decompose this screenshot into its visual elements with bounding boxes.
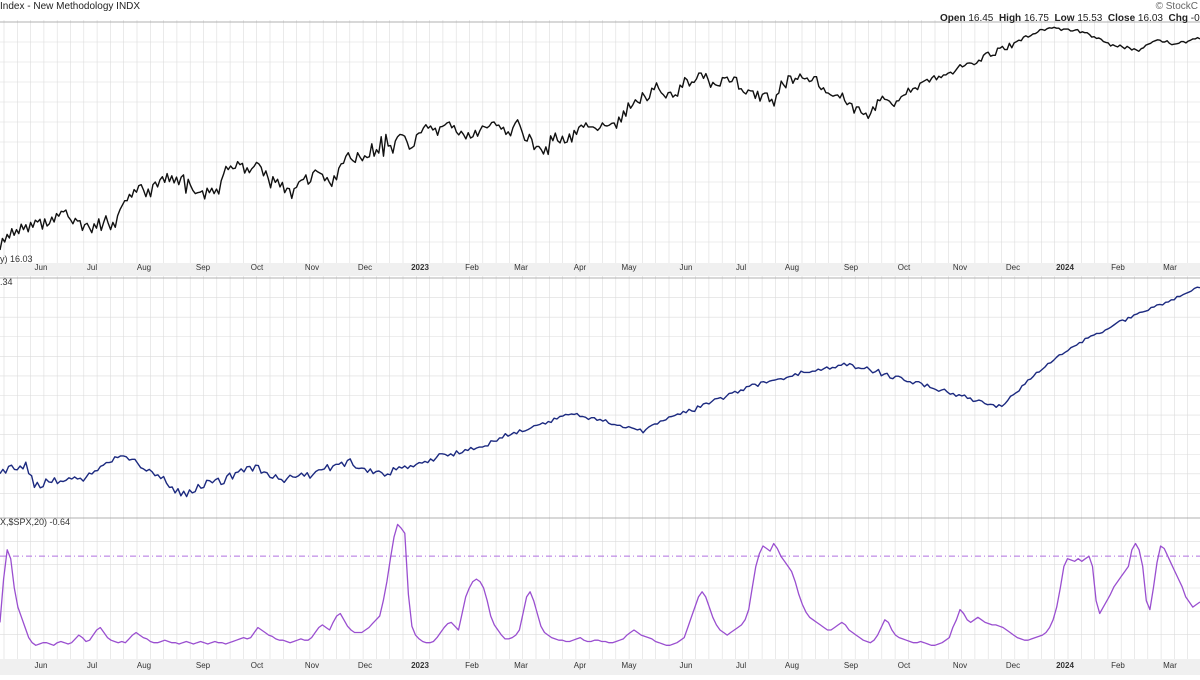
x-tick-label: Aug bbox=[137, 263, 151, 272]
x-tick-label: Feb bbox=[465, 263, 479, 272]
high-label: High bbox=[998, 13, 1022, 24]
x-tick-label: Jul bbox=[87, 263, 97, 272]
open-value: 16.45 bbox=[968, 13, 994, 24]
axis-band-layer bbox=[0, 263, 1200, 675]
x-tick-label: Oct bbox=[251, 263, 264, 272]
middle-panel-label: .34 bbox=[0, 277, 13, 287]
chart-title: Index - New Methodology INDX bbox=[0, 1, 141, 12]
chg-label: Chg bbox=[1168, 13, 1188, 24]
x-tick-label: Oct bbox=[898, 263, 911, 272]
x-tick-label: Dec bbox=[358, 263, 372, 272]
x-tick-label: Jun bbox=[35, 661, 48, 670]
grid-layer bbox=[0, 20, 1200, 660]
x-tick-label: Feb bbox=[465, 661, 479, 670]
high-value: 16.75 bbox=[1023, 13, 1049, 24]
x-tick-label: Dec bbox=[1006, 661, 1020, 670]
x-tick-label: Mar bbox=[1163, 263, 1177, 272]
ohlc-readout: Open 16.45 High 16.75 Low 15.53 Close 16… bbox=[940, 13, 1200, 24]
x-tick-label: Apr bbox=[574, 661, 587, 670]
x-tick-label: 2023 bbox=[411, 661, 429, 670]
close-label: Close bbox=[1107, 13, 1136, 24]
low-value: 15.53 bbox=[1077, 13, 1103, 24]
x-tick-label: Feb bbox=[1111, 263, 1125, 272]
x-tick-label: Oct bbox=[898, 661, 911, 670]
chg-value: -0.32 ( bbox=[1190, 13, 1200, 24]
x-tick-label: Mar bbox=[514, 263, 528, 272]
bottom-series-line bbox=[0, 523, 1200, 646]
price-series-line bbox=[0, 26, 1200, 251]
x-tick-label: Apr bbox=[574, 263, 587, 272]
watermark: © StockC bbox=[1155, 1, 1198, 12]
x-tick-label: Sep bbox=[844, 661, 859, 670]
close-value: 16.03 bbox=[1137, 13, 1163, 24]
series-layer bbox=[0, 26, 1200, 646]
x-tick-label: Nov bbox=[305, 263, 319, 272]
price-panel-label: y) 16.03 bbox=[0, 254, 33, 264]
x-tick-label: Sep bbox=[196, 661, 211, 670]
x-tick-label: Jul bbox=[736, 661, 746, 670]
x-tick-label: Aug bbox=[785, 661, 799, 670]
x-tick-label: Sep bbox=[196, 263, 211, 272]
x-tick-label: Mar bbox=[514, 661, 528, 670]
tick-label-layer: Jun Jul Aug Sep Oct Nov Dec 2023 Feb Mar Apr May Jun… bbox=[35, 263, 1178, 670]
x-tick-label: May bbox=[621, 263, 636, 272]
x-tick-label: Dec bbox=[1006, 263, 1020, 272]
axis-band-bottom bbox=[0, 659, 1200, 675]
open-label: Open bbox=[940, 13, 966, 24]
x-tick-label: Dec bbox=[358, 661, 372, 670]
x-tick-label: Nov bbox=[953, 263, 967, 272]
x-tick-label: Jun bbox=[680, 263, 693, 272]
x-tick-label: 2024 bbox=[1056, 661, 1074, 670]
x-tick-label: Nov bbox=[953, 661, 967, 670]
low-label: Low bbox=[1054, 13, 1075, 24]
x-tick-label: Nov bbox=[305, 661, 319, 670]
middle-series-line bbox=[0, 286, 1200, 498]
x-tick-label: 2023 bbox=[411, 263, 429, 272]
x-tick-label: Jun bbox=[680, 661, 693, 670]
x-tick-label: Sep bbox=[844, 263, 859, 272]
x-tick-label: Jul bbox=[736, 263, 746, 272]
x-tick-label: Jun bbox=[35, 263, 48, 272]
x-tick-label: Jul bbox=[87, 661, 97, 670]
x-tick-label: May bbox=[621, 661, 636, 670]
x-tick-label: Feb bbox=[1111, 661, 1125, 670]
x-tick-label: 2024 bbox=[1056, 263, 1074, 272]
x-tick-label: Mar bbox=[1163, 661, 1177, 670]
axis-band-top bbox=[0, 263, 1200, 276]
x-tick-label: Oct bbox=[251, 661, 264, 670]
x-tick-label: Aug bbox=[137, 661, 151, 670]
x-tick-label: Aug bbox=[785, 263, 799, 272]
bottom-panel-label: X,$SPX,20) -0.64 bbox=[0, 517, 70, 527]
